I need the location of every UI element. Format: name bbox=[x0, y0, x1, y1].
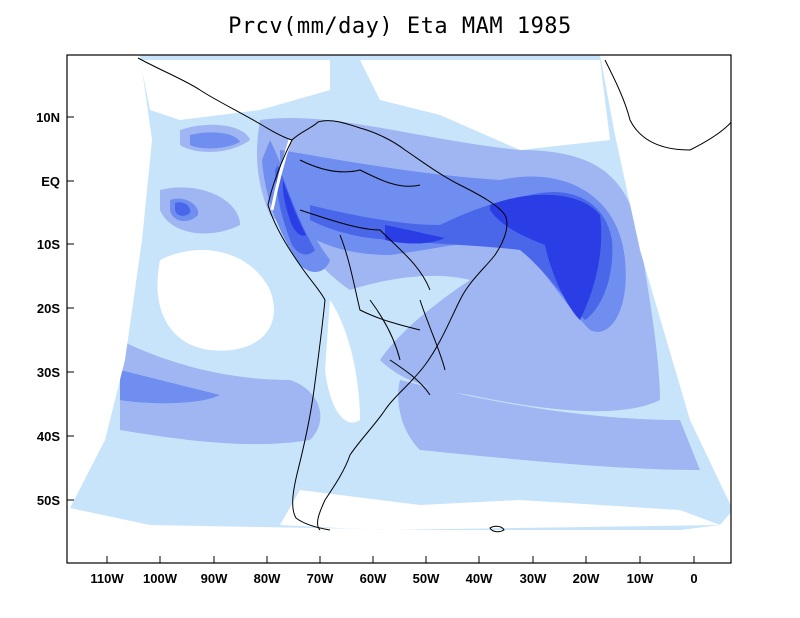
dry-area bbox=[360, 60, 610, 150]
lat-label: EQ bbox=[41, 174, 60, 189]
lon-label: 80W bbox=[254, 571, 281, 586]
precip-level-5 bbox=[282, 180, 602, 320]
lon-label: 40W bbox=[466, 571, 493, 586]
lat-label: 10N bbox=[36, 110, 60, 125]
lat-label: 20S bbox=[37, 301, 60, 316]
lon-label: 50W bbox=[413, 571, 440, 586]
precipitation-field bbox=[70, 55, 731, 530]
andes-streak bbox=[270, 139, 292, 211]
dry-area bbox=[325, 300, 360, 423]
lon-label: 60W bbox=[360, 571, 387, 586]
map-title: Prcv(mm/day) Eta MAM 1985 bbox=[228, 14, 572, 39]
lat-label: 10S bbox=[37, 237, 60, 252]
plot-frame bbox=[66, 54, 732, 564]
lon-label: 100W bbox=[143, 571, 178, 586]
lon-label: 70W bbox=[307, 571, 334, 586]
coastlines bbox=[137, 57, 731, 533]
lon-label: 110W bbox=[90, 571, 124, 586]
lon-label: 10W bbox=[627, 571, 654, 586]
lon-label: 30W bbox=[520, 571, 547, 586]
dry-area bbox=[280, 490, 720, 530]
lat-label: 40S bbox=[37, 429, 60, 444]
lon-label: 90W bbox=[201, 571, 228, 586]
lat-axis: 10N EQ 10S 20S 30S 40S 50S bbox=[36, 110, 74, 508]
lat-label: 50S bbox=[37, 493, 60, 508]
dry-area bbox=[157, 250, 274, 351]
dry-area bbox=[140, 60, 330, 120]
lon-axis: 110W 100W 90W 80W 70W 60W 50W 40W 30W 20… bbox=[90, 556, 698, 586]
lon-label: 20W bbox=[573, 571, 600, 586]
lon-label: 0 bbox=[690, 571, 697, 586]
lat-label: 30S bbox=[37, 365, 60, 380]
